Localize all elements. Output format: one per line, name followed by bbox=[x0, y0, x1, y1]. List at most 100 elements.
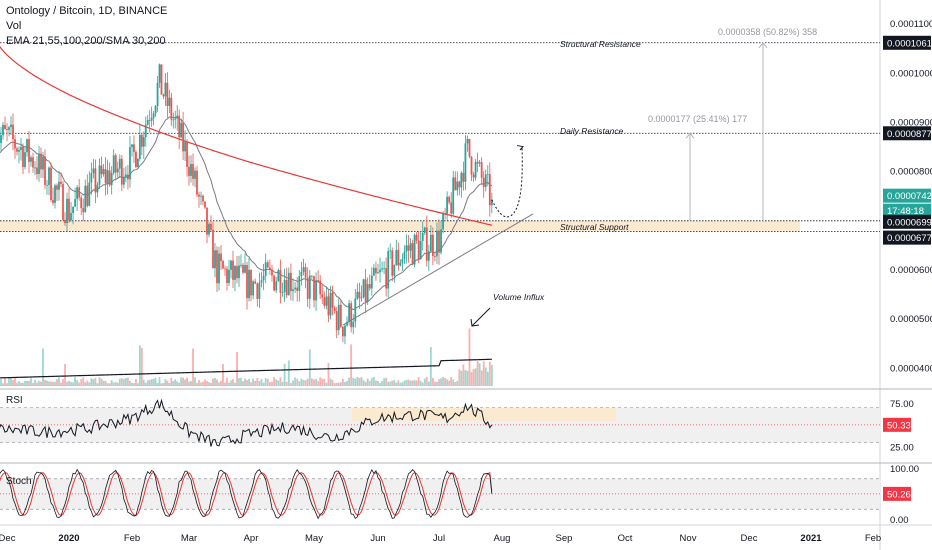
volume-bar bbox=[174, 379, 177, 386]
price-tick-label: 0.0000800 bbox=[890, 167, 932, 178]
candle-body bbox=[429, 234, 432, 252]
volume-bar bbox=[348, 377, 350, 386]
candle-body bbox=[18, 149, 20, 152]
candle-body bbox=[184, 142, 186, 152]
candle-body bbox=[281, 292, 284, 293]
price-axis[interactable]: 0.0001100 0.0001000 0.0000900 0.0000800 0.00… bbox=[890, 19, 932, 374]
candle-body bbox=[434, 256, 436, 257]
volume-bar bbox=[12, 379, 14, 386]
candle-body bbox=[264, 262, 267, 276]
price-tick-label: 0.0000500 bbox=[890, 314, 932, 325]
volume-bar bbox=[118, 378, 121, 386]
volume-bar bbox=[375, 380, 377, 386]
candle-body bbox=[325, 296, 328, 306]
candle-body bbox=[158, 64, 161, 83]
volume-bar bbox=[411, 380, 414, 386]
candle-body bbox=[148, 120, 151, 121]
candle-body bbox=[337, 304, 340, 331]
volume-bar bbox=[76, 380, 79, 386]
candle-body bbox=[129, 147, 131, 180]
candle-body bbox=[419, 240, 422, 260]
candle-body bbox=[146, 120, 149, 125]
candle-body bbox=[22, 146, 24, 168]
candle-body bbox=[200, 195, 202, 197]
volume-bar bbox=[250, 382, 252, 386]
candle-body bbox=[415, 234, 418, 241]
candle-body bbox=[379, 269, 381, 273]
volume-bar bbox=[450, 377, 453, 386]
candle-body bbox=[88, 182, 91, 206]
candle-body bbox=[66, 198, 68, 224]
candle-body bbox=[397, 250, 400, 266]
volume-bar bbox=[4, 378, 6, 386]
volume-bar bbox=[88, 382, 91, 386]
candle-body bbox=[285, 279, 288, 296]
volume-bar bbox=[202, 381, 204, 386]
volume-bar bbox=[364, 381, 367, 386]
candle-body bbox=[92, 168, 95, 174]
volume-bar bbox=[372, 377, 375, 386]
measure-tools[interactable] bbox=[685, 41, 768, 221]
stoch-pane[interactable]: 100.00 0.00 50.26 bbox=[0, 464, 919, 526]
price-tick-label: 0.0000400 bbox=[890, 363, 932, 374]
volume-bar bbox=[0, 378, 2, 386]
candle-body bbox=[383, 268, 385, 270]
candle-body bbox=[389, 250, 392, 252]
volume-bar bbox=[456, 380, 459, 386]
candle-body bbox=[12, 124, 14, 140]
volume-bar bbox=[401, 382, 404, 386]
volume-bar bbox=[198, 380, 200, 386]
candle-body bbox=[311, 275, 313, 277]
volume-bar bbox=[240, 377, 242, 386]
ma-legend: EMA 21,55,100,200/SMA 30,200 bbox=[6, 35, 166, 47]
time-tick-label: May bbox=[305, 533, 323, 544]
time-tick-label: Dec bbox=[0, 533, 16, 544]
volume-bar bbox=[350, 344, 353, 386]
volume-bar bbox=[287, 360, 290, 386]
candle-body bbox=[104, 169, 107, 184]
candle-body bbox=[100, 165, 103, 175]
candle-body bbox=[48, 167, 50, 185]
volume-bar bbox=[224, 382, 226, 386]
volume-bar bbox=[196, 382, 198, 386]
candle-body bbox=[269, 267, 271, 270]
volume-bar bbox=[20, 382, 22, 386]
trend-drawings[interactable] bbox=[342, 145, 534, 327]
candle-body bbox=[114, 155, 117, 173]
volume-bar bbox=[389, 381, 392, 386]
ascending-trendline bbox=[342, 213, 534, 326]
volume-bar bbox=[129, 380, 131, 386]
candle-body bbox=[468, 138, 471, 157]
candle-body bbox=[242, 264, 244, 273]
volume-bar bbox=[446, 379, 449, 386]
volume-bar bbox=[178, 382, 181, 386]
stoch-k-line bbox=[0, 468, 493, 520]
candle-body bbox=[94, 168, 97, 193]
volume-bar bbox=[478, 363, 481, 386]
rsi-pane[interactable]: 75.00 25.00 50.33 bbox=[0, 398, 914, 454]
volume-bar bbox=[133, 383, 135, 386]
volume-bar bbox=[188, 381, 190, 386]
candle-body bbox=[405, 245, 408, 252]
candle-body bbox=[403, 251, 406, 259]
volume-bar bbox=[438, 379, 440, 386]
candle-body bbox=[460, 172, 463, 188]
volume-bar bbox=[100, 378, 103, 386]
candle-body bbox=[96, 184, 99, 193]
volume-bar bbox=[30, 378, 32, 386]
volume-bar bbox=[331, 379, 334, 386]
candle-body bbox=[458, 181, 461, 188]
volume-bar bbox=[403, 380, 406, 386]
candle-body bbox=[102, 169, 105, 175]
candle-body bbox=[196, 170, 198, 195]
volume-bar bbox=[16, 382, 18, 386]
candle-body bbox=[68, 198, 70, 221]
time-axis[interactable]: Dec 2020 Feb Mar Apr May Jun Jul Aug Sep Oct Nov Dec… bbox=[0, 533, 881, 544]
volume-bar bbox=[180, 377, 183, 386]
candle-body bbox=[84, 185, 87, 213]
volume-bar bbox=[344, 382, 346, 386]
volume-bar bbox=[488, 361, 491, 386]
candle-body bbox=[210, 223, 212, 230]
volume-bar bbox=[256, 377, 259, 386]
